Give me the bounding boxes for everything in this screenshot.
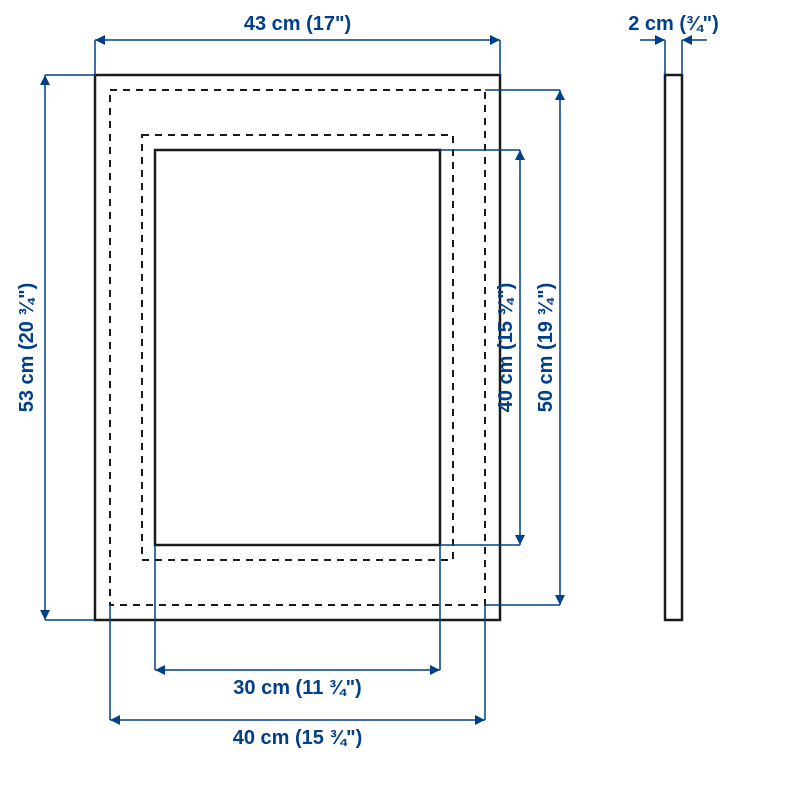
svg-text:53 cm (20 ¾"): 53 cm (20 ¾") [16, 283, 38, 413]
svg-text:43 cm (17"): 43 cm (17") [244, 13, 351, 35]
svg-text:50 cm (19 ¾"): 50 cm (19 ¾") [535, 283, 557, 413]
svg-text:30 cm (11 ¾"): 30 cm (11 ¾") [233, 677, 361, 699]
svg-text:2 cm (¾"): 2 cm (¾") [628, 13, 719, 35]
svg-text:40 cm (15 ¾"): 40 cm (15 ¾") [233, 727, 363, 749]
svg-text:40 cm (15 ¾"): 40 cm (15 ¾") [495, 283, 517, 413]
